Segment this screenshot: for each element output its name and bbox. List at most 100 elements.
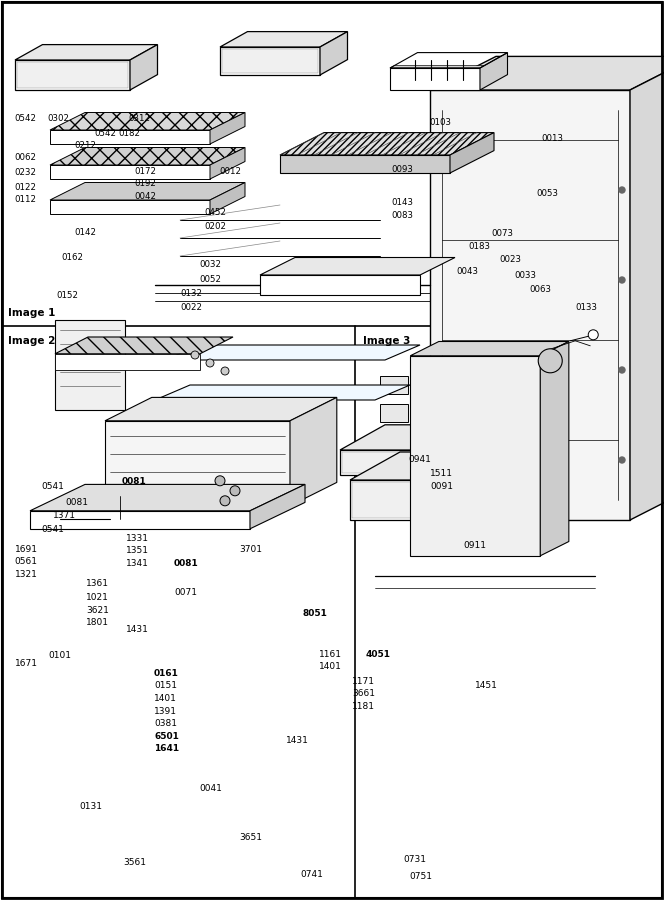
Text: 0541: 0541	[41, 482, 64, 490]
Text: 0731: 0731	[404, 855, 427, 864]
Text: 0183: 0183	[469, 242, 491, 251]
Polygon shape	[50, 200, 210, 214]
Circle shape	[619, 457, 625, 463]
Text: 0161: 0161	[154, 669, 179, 678]
Bar	[418, 486, 448, 506]
Text: Image 3: Image 3	[363, 336, 410, 346]
Text: Image 1: Image 1	[8, 308, 55, 318]
Polygon shape	[220, 32, 347, 47]
Polygon shape	[350, 452, 550, 480]
Polygon shape	[480, 52, 507, 90]
Text: 0162: 0162	[61, 253, 83, 262]
Text: 0081: 0081	[174, 559, 199, 568]
Bar	[418, 436, 448, 455]
Text: 0062: 0062	[15, 153, 37, 162]
Polygon shape	[352, 482, 498, 518]
Text: 1321: 1321	[15, 570, 37, 579]
Text: 0911: 0911	[463, 541, 487, 550]
Text: 0032: 0032	[199, 260, 221, 269]
Text: 1331: 1331	[126, 534, 149, 543]
Polygon shape	[50, 130, 210, 144]
Circle shape	[215, 476, 225, 486]
Polygon shape	[430, 90, 630, 520]
Text: Image 2: Image 2	[8, 336, 55, 346]
Text: 0542: 0542	[94, 129, 116, 138]
Text: 0063: 0063	[530, 285, 552, 294]
Polygon shape	[630, 57, 664, 520]
Text: 0053: 0053	[537, 189, 558, 198]
Text: 1341: 1341	[126, 559, 149, 568]
Polygon shape	[50, 183, 245, 200]
Text: 1361: 1361	[86, 579, 110, 588]
Text: 0071: 0071	[174, 588, 197, 597]
Bar	[456, 437, 470, 453]
Polygon shape	[410, 356, 540, 556]
Text: 0131: 0131	[80, 802, 103, 811]
Polygon shape	[390, 66, 484, 68]
Text: 0042: 0042	[134, 192, 156, 201]
Text: 0073: 0073	[491, 230, 513, 238]
Text: 3561: 3561	[123, 858, 146, 867]
Polygon shape	[250, 484, 305, 529]
Text: 0023: 0023	[499, 255, 521, 264]
Text: 1181: 1181	[352, 702, 375, 711]
Text: 0192: 0192	[134, 179, 156, 188]
Text: 0143: 0143	[392, 198, 414, 207]
Text: 0132: 0132	[181, 289, 203, 298]
Bar	[380, 376, 408, 394]
Polygon shape	[410, 341, 569, 356]
Text: 0182: 0182	[118, 129, 140, 138]
Polygon shape	[340, 450, 500, 475]
Text: 0052: 0052	[199, 274, 221, 284]
Polygon shape	[50, 112, 245, 130]
Text: 1691: 1691	[15, 544, 38, 554]
Polygon shape	[342, 452, 498, 473]
Text: 0202: 0202	[205, 222, 226, 231]
Text: 3661: 3661	[352, 689, 375, 698]
Circle shape	[191, 351, 199, 359]
Polygon shape	[220, 47, 320, 75]
Polygon shape	[210, 112, 245, 144]
Text: 0312: 0312	[129, 114, 151, 123]
Text: 0152: 0152	[56, 291, 78, 300]
Text: 0212: 0212	[74, 141, 96, 150]
Text: 1451: 1451	[475, 681, 497, 690]
Polygon shape	[500, 425, 545, 475]
Polygon shape	[260, 275, 420, 295]
Text: 0381: 0381	[154, 719, 177, 728]
Text: 1641: 1641	[154, 744, 179, 753]
Text: 0133: 0133	[575, 303, 597, 312]
Polygon shape	[50, 148, 245, 165]
Text: 1401: 1401	[154, 694, 177, 703]
Text: 1391: 1391	[154, 706, 177, 716]
Text: 0093: 0093	[392, 165, 414, 174]
Text: 0081: 0081	[65, 498, 88, 507]
Text: 0022: 0022	[181, 303, 203, 312]
Bar	[456, 488, 470, 503]
Text: 0101: 0101	[48, 651, 72, 660]
Text: 0081: 0081	[122, 477, 146, 486]
Text: 0013: 0013	[541, 134, 563, 143]
Text: 1161: 1161	[319, 650, 342, 659]
Polygon shape	[280, 155, 450, 173]
Polygon shape	[280, 132, 494, 155]
Circle shape	[220, 496, 230, 506]
Text: 0103: 0103	[429, 118, 451, 127]
Polygon shape	[15, 45, 157, 60]
Text: 0172: 0172	[134, 166, 156, 176]
Text: 0033: 0033	[515, 271, 537, 280]
Circle shape	[230, 486, 240, 496]
Circle shape	[221, 367, 229, 375]
Polygon shape	[50, 165, 210, 179]
Polygon shape	[340, 425, 545, 450]
Text: 1171: 1171	[352, 677, 375, 686]
Text: 3621: 3621	[86, 606, 109, 615]
Text: 1671: 1671	[15, 659, 38, 668]
Polygon shape	[430, 57, 664, 90]
Bar	[418, 386, 448, 406]
Text: 1511: 1511	[430, 469, 454, 478]
Text: 1801: 1801	[86, 618, 110, 627]
Text: 0122: 0122	[15, 183, 37, 192]
Text: 0941: 0941	[408, 454, 431, 464]
Polygon shape	[390, 68, 480, 90]
